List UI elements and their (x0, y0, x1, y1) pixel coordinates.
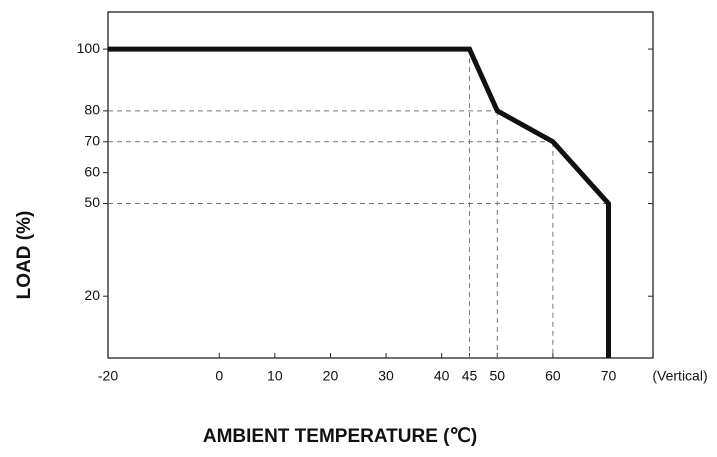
x-tick-label: 30 (378, 368, 394, 384)
y-axis-label: LOAD (%) (14, 211, 35, 300)
y-tick-label: 20 (84, 287, 100, 303)
y-tick-label: 50 (84, 194, 100, 210)
x-axis-label: AMBIENT TEMPERATURE (℃) (203, 426, 477, 447)
annotation: (Vertical) (652, 368, 707, 384)
y-tick-label: 70 (84, 132, 100, 148)
y-tick-label: 100 (77, 40, 101, 56)
plot-frame (107, 11, 654, 359)
x-tick-label: 45 (462, 368, 478, 384)
x-tick-label: 20 (323, 368, 339, 384)
x-tick-label: -20 (98, 368, 118, 384)
x-tick-label: 60 (545, 368, 561, 384)
x-tick-label: 70 (601, 368, 617, 384)
y-tick-label: 80 (84, 102, 100, 118)
x-tick-label: 50 (489, 368, 505, 384)
derating-line (108, 46, 612, 358)
y-tick-label: 60 (84, 163, 100, 179)
x-tick-label: 40 (434, 368, 450, 384)
x-tick-label: 0 (215, 368, 223, 384)
x-tick-label: 10 (267, 368, 283, 384)
